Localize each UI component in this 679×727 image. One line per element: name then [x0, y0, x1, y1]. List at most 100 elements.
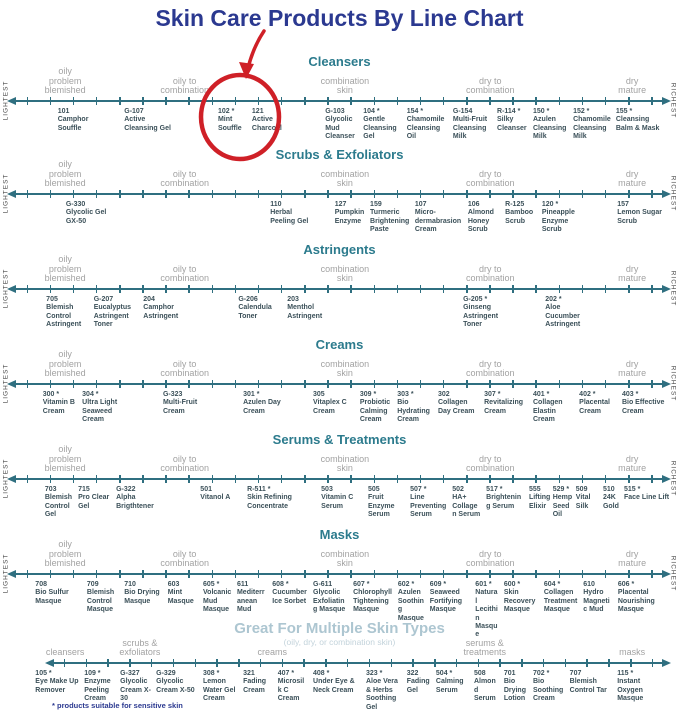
product-name: Multi-Fruit Cleansing Milk — [452, 116, 488, 141]
axis-line — [6, 96, 671, 105]
product-name: Aloe Cucumber Astringent — [545, 304, 581, 329]
footnote: * products suitable for sensitive skin — [52, 701, 183, 710]
axis-arrow-left-icon — [6, 96, 16, 105]
axis-tick — [26, 570, 28, 578]
product-code: 150 * — [533, 108, 550, 115]
axis-arrow-right-icon — [661, 379, 671, 388]
product-code: G-330 — [65, 201, 86, 208]
skin-type-category-label: dry to combination — [465, 358, 515, 379]
product-code: 110 — [270, 201, 282, 208]
skin-type-category-label: dry to combination — [465, 75, 515, 96]
axis-tick — [280, 570, 283, 578]
product-label: 407 * Microsilk C Cream — [278, 670, 308, 704]
product-code: 603 — [167, 581, 180, 588]
axis-tick — [350, 380, 352, 388]
product-name: Vitanol A — [200, 494, 231, 502]
product-code: G-207 — [93, 296, 114, 303]
product-label: 203 Menthol Astringent — [287, 296, 335, 321]
product-label: 555 Lifting Elixir — [529, 486, 551, 511]
axis-tick — [466, 285, 468, 293]
product-label: 715 Pro Clear Gel — [78, 486, 111, 511]
product-code: 608 * — [272, 581, 289, 588]
product-code: 602 * — [397, 581, 415, 588]
section-title: Scrubs & Exfoliators — [275, 147, 404, 162]
product-name: Vitaplex C Cream — [313, 399, 347, 415]
product-name: Eucalyptus Astringent Toner — [93, 304, 132, 329]
product-name: Collagen Elastin Cream — [533, 399, 563, 424]
axis-tick — [95, 97, 98, 105]
product-label: R-511 * Skin Refining Concentrate — [247, 486, 295, 511]
skin-type-category-label: oily problem blemished — [44, 443, 86, 474]
product-code: 507 * — [410, 486, 427, 493]
axis-tick — [188, 570, 190, 578]
product-code: 115 * — [617, 670, 634, 677]
axis-tick — [651, 285, 653, 293]
product-code: G-323 — [162, 391, 183, 398]
axis-tick — [142, 97, 144, 105]
axis-tick — [172, 659, 175, 667]
product-label: 529 * Hemp Seed Oil — [553, 486, 575, 520]
axis-tick — [628, 97, 630, 105]
axis-tick — [280, 190, 283, 198]
product-name: Lemon Sugar Scrub — [617, 209, 662, 225]
axis-tick — [442, 285, 445, 293]
product-label: 601 * Natural Lecithin Masque — [475, 581, 499, 640]
product-label: 507 * Line Preventing Serum — [410, 486, 447, 520]
axis-tick — [303, 659, 305, 667]
axis-tick — [350, 97, 352, 105]
product-code: 606 * — [617, 581, 635, 588]
product-code: 304 * — [82, 391, 99, 398]
axis-tick — [63, 659, 66, 667]
product-name: Aloe Vera & Herbs Soothing Gel — [365, 678, 398, 711]
skin-type-category-label: oily to combination — [160, 75, 209, 96]
product-code: G-103 — [325, 108, 345, 115]
axis-tick — [188, 97, 190, 105]
product-label: G-107 Active Cleansing Gel — [124, 108, 172, 133]
axis-tick — [466, 475, 468, 483]
axis-tick — [257, 97, 260, 105]
skin-type-category-label: oily to combination — [160, 263, 209, 284]
axis-tick — [234, 380, 237, 388]
product-label: 510 24K Gold — [603, 486, 625, 511]
product-code: 127 — [334, 201, 347, 208]
product-name: Volcanic Mud Masque — [203, 589, 232, 614]
axis-tick — [188, 380, 190, 388]
product-name: Mint Masque — [167, 589, 194, 605]
axis-tick — [489, 97, 491, 105]
axis-tick — [373, 190, 376, 198]
product-code: 517 * — [486, 486, 503, 493]
product-code: 155 * — [615, 108, 633, 115]
axis-tick — [95, 285, 98, 293]
product-name: Calendula Toner — [238, 304, 272, 320]
axis-tick — [26, 285, 28, 293]
axis-arrow-left-icon — [6, 284, 16, 293]
axis-tick — [604, 570, 607, 578]
product-label: G-206 Calendula Toner — [238, 296, 282, 321]
axis-tick — [327, 475, 329, 483]
axis-tick — [466, 97, 468, 105]
axis-tick — [304, 475, 306, 483]
product-code: R-114 * — [497, 108, 521, 115]
axis-tick — [434, 659, 436, 667]
axis-tick — [651, 190, 653, 198]
axis-tick — [211, 190, 214, 198]
product-label: G-329 Glycolic Cream X-50 — [156, 670, 198, 695]
skin-type-category-label: dry mature — [618, 168, 647, 189]
product-label: 150 * Azulen Cleansing Milk — [533, 108, 568, 142]
product-code: G-206 — [238, 296, 258, 303]
axis-tick — [257, 285, 260, 293]
section-scrubs-exfoliators: Scrubs & Exfoliators oily problem blemish… — [0, 145, 679, 240]
axis-tick — [165, 190, 167, 198]
product-name: Bio Soothing Cream — [533, 678, 564, 703]
axis-tick — [466, 190, 468, 198]
product-name: Mint Souffle — [217, 116, 242, 132]
axis-tick — [396, 570, 399, 578]
axis-tick — [489, 380, 491, 388]
axis-tick — [280, 380, 283, 388]
product-code: 101 — [57, 108, 70, 115]
product-code: 121 — [251, 108, 264, 115]
product-name: Ginseng Astringent Toner — [463, 304, 499, 329]
axis-tick — [194, 659, 196, 667]
product-code: 707 — [569, 670, 582, 677]
product-code: G-329 — [156, 670, 176, 677]
